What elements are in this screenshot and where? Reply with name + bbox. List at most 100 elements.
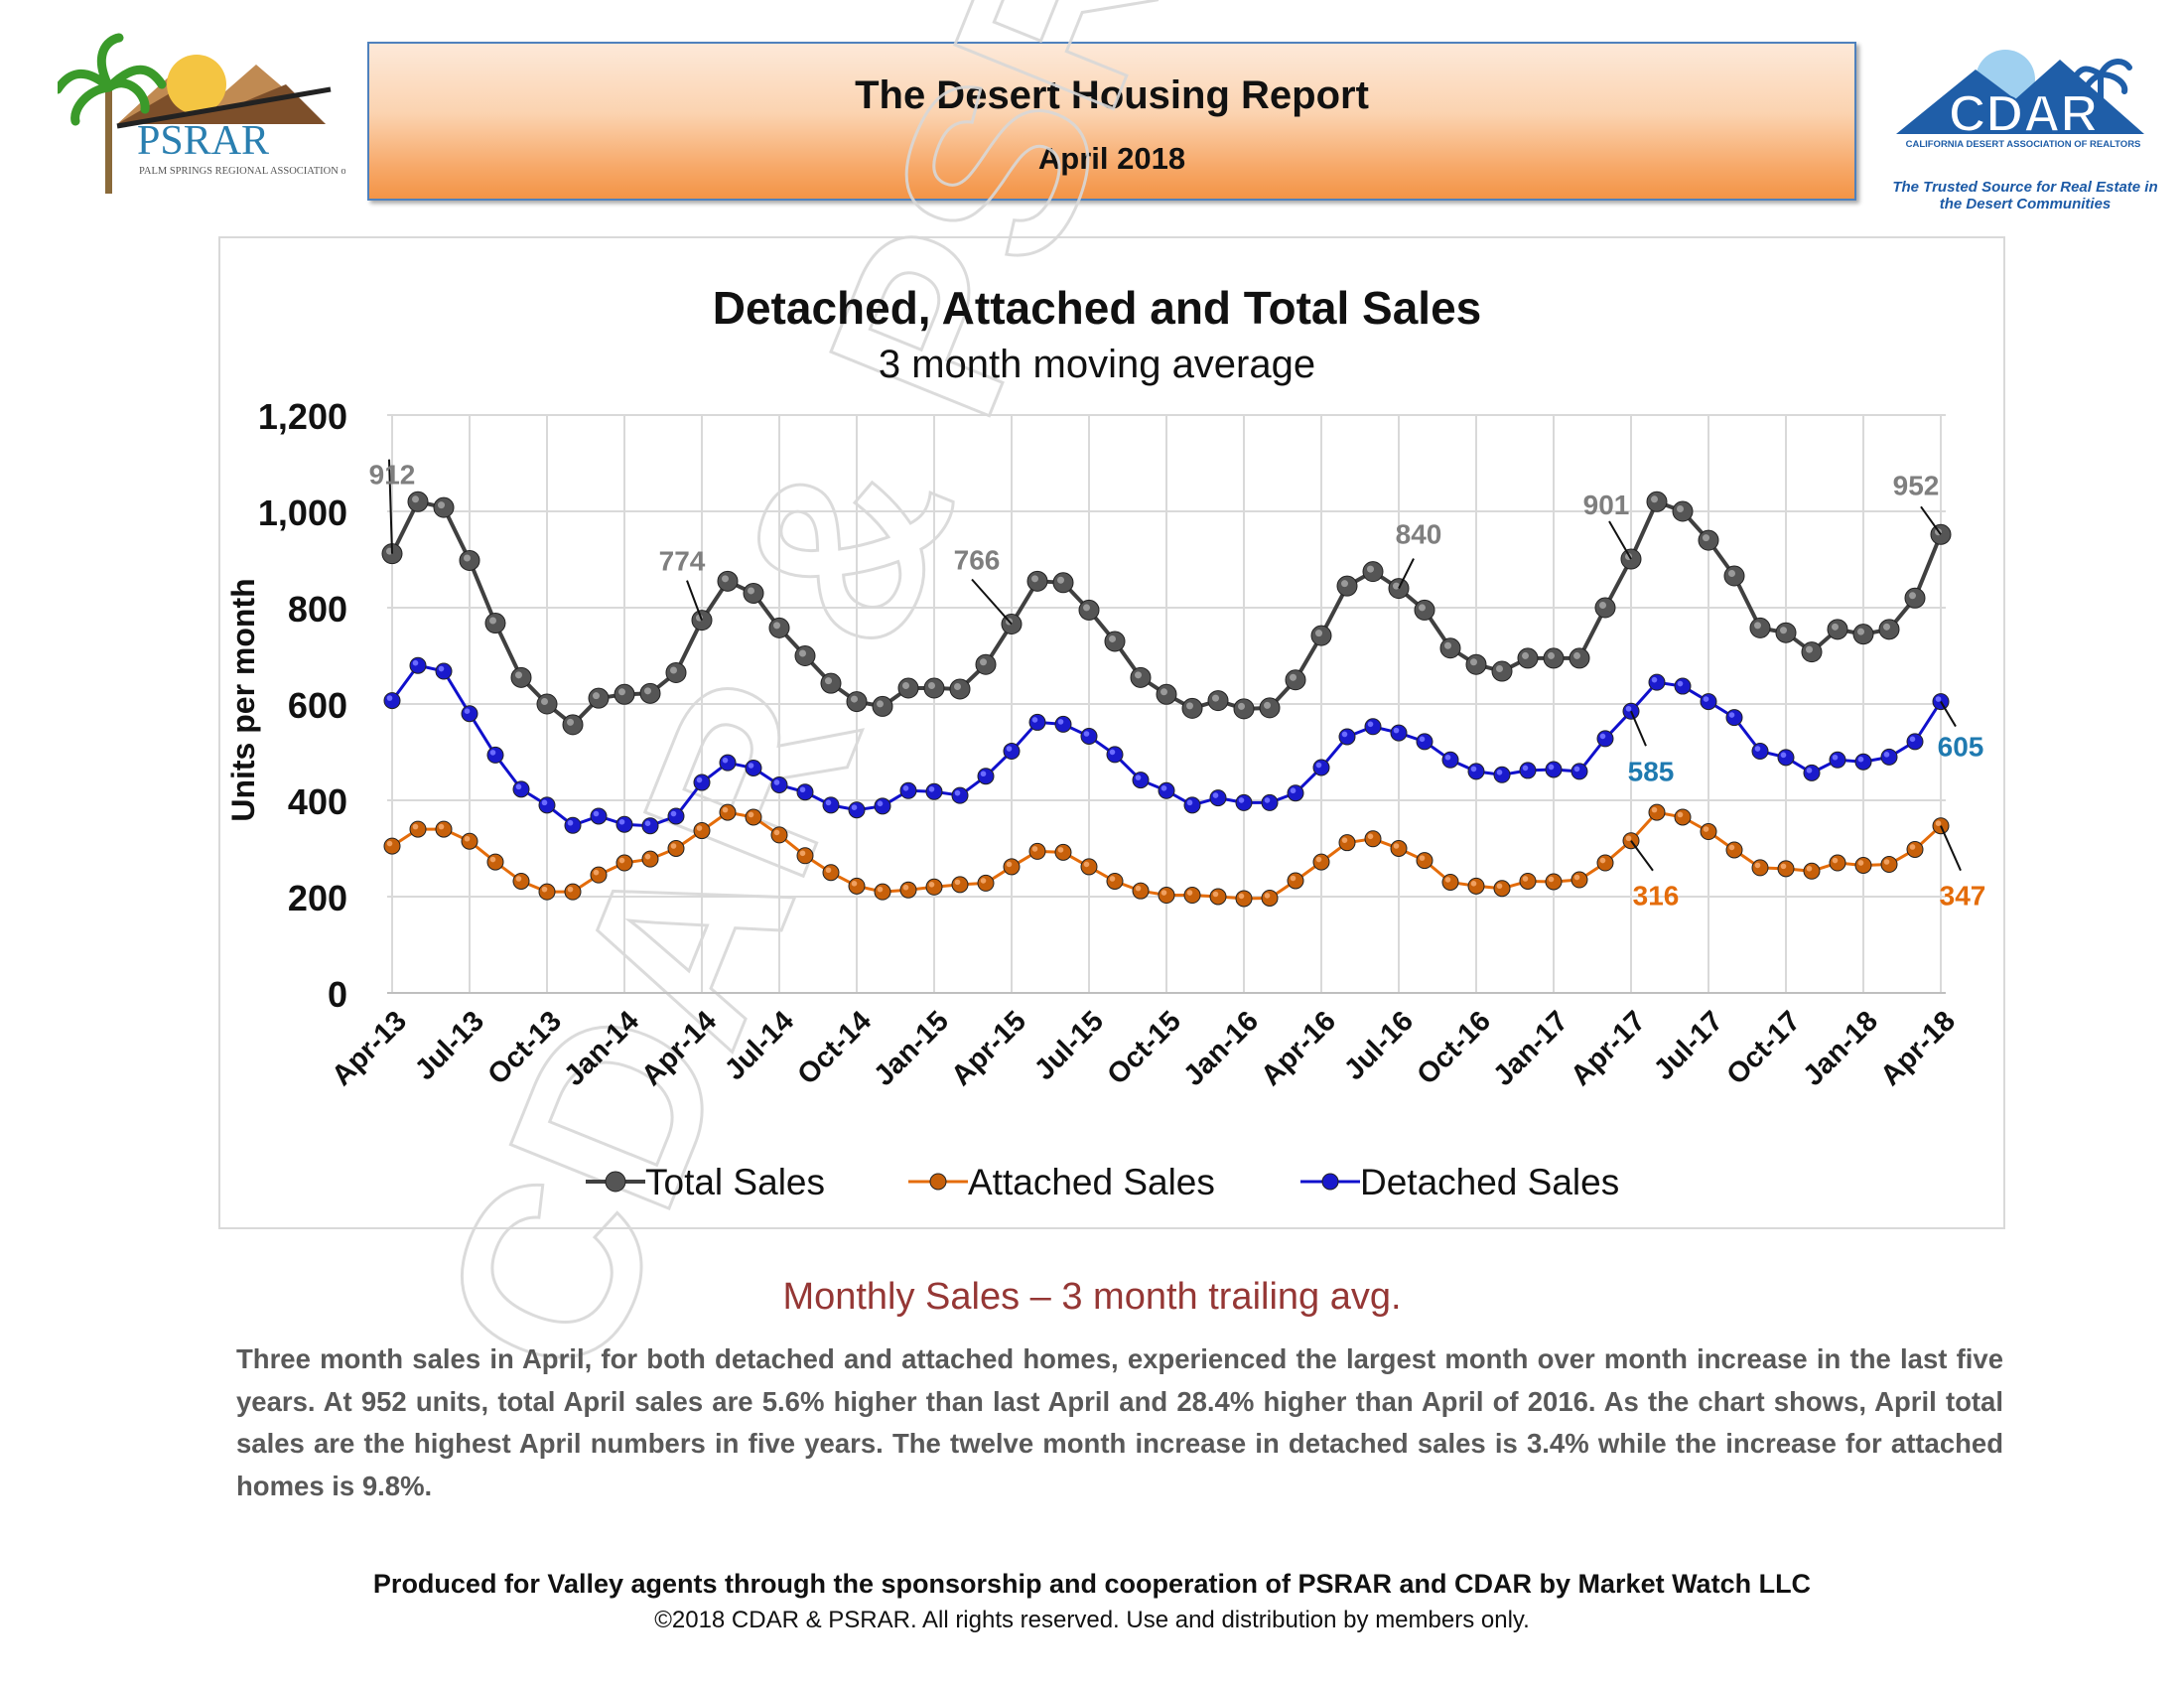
data-point-highlight xyxy=(618,688,625,696)
data-point xyxy=(1158,781,1175,799)
data-point-highlight xyxy=(438,665,445,672)
data-point-highlight xyxy=(1393,843,1400,849)
data-point-highlight xyxy=(799,850,806,857)
data-point-highlight xyxy=(1419,855,1426,861)
data-point-highlight xyxy=(928,785,935,792)
data-point xyxy=(1777,860,1795,878)
data-point-highlight xyxy=(902,681,909,689)
data-point xyxy=(1390,840,1408,857)
data-point-highlight xyxy=(670,810,677,817)
data-point-highlight xyxy=(1444,641,1451,649)
data-point xyxy=(1183,796,1201,814)
x-tick-label: Apr-16 xyxy=(1255,1005,1342,1092)
annotation-label: 347 xyxy=(1940,881,1986,912)
data-point-highlight xyxy=(825,867,832,874)
data-point-highlight xyxy=(722,757,729,764)
data-point xyxy=(1181,697,1203,719)
data-point-highlight xyxy=(1264,701,1271,709)
data-point xyxy=(590,866,608,884)
data-point-highlight xyxy=(1083,861,1090,868)
data-point-highlight xyxy=(593,810,600,817)
data-point-highlight xyxy=(1290,787,1297,794)
data-point xyxy=(1235,890,1253,908)
series-detached-sales xyxy=(383,656,1950,835)
data-point-highlight xyxy=(1522,876,1529,882)
data-point xyxy=(1130,666,1152,688)
data-point-highlight xyxy=(799,649,806,657)
data-point-highlight xyxy=(1599,602,1606,609)
data-point xyxy=(1207,690,1229,712)
data-point-highlight xyxy=(1367,721,1374,728)
chart-caption: Monthly Sales – 3 month trailing avg. xyxy=(782,1276,1402,1318)
data-point-highlight xyxy=(1341,580,1348,588)
data-point-highlight xyxy=(1264,797,1271,803)
data-point-highlight xyxy=(1548,764,1555,771)
data-point-highlight xyxy=(1677,680,1684,687)
data-point xyxy=(1803,862,1821,880)
data-point xyxy=(1106,872,1124,890)
data-point-highlight xyxy=(1599,733,1606,740)
legend-label: Total Sales xyxy=(645,1162,825,1202)
data-point-highlight xyxy=(618,818,625,825)
data-point xyxy=(1078,599,1100,621)
data-point xyxy=(1026,570,1048,592)
data-point xyxy=(923,677,945,699)
annotation-leader xyxy=(971,578,1013,626)
data-point xyxy=(1209,789,1227,807)
report-title: The Desert Housing Report xyxy=(855,73,1369,117)
series-attached-sales xyxy=(383,803,1950,908)
data-point xyxy=(1725,709,1743,727)
data-point-highlight xyxy=(1160,890,1167,896)
data-point-highlight xyxy=(1212,891,1219,898)
data-point-highlight xyxy=(980,658,987,666)
annotation-leader xyxy=(1608,520,1632,560)
data-point-highlight xyxy=(1109,634,1116,642)
data-point xyxy=(1749,617,1771,638)
x-tick-label: Apr-15 xyxy=(945,1005,1032,1092)
data-point xyxy=(614,683,635,705)
data-point xyxy=(1416,852,1433,870)
data-point-highlight xyxy=(1754,622,1761,630)
data-point xyxy=(846,691,868,713)
data-point xyxy=(1775,622,1797,643)
data-point xyxy=(794,645,816,666)
data-point-highlight xyxy=(489,856,496,863)
data-point-highlight xyxy=(1264,893,1271,899)
report-header: The Desert Housing Report April 2018 xyxy=(367,42,1856,201)
data-point xyxy=(1287,872,1304,890)
data-point xyxy=(461,705,478,723)
x-tick-label: Jul-16 xyxy=(1338,1005,1420,1086)
data-point xyxy=(1003,743,1021,761)
data-point-highlight xyxy=(1135,671,1142,679)
data-point-highlight xyxy=(1703,826,1709,832)
y-tick-label: 0 xyxy=(328,974,347,1015)
annotation-leader xyxy=(686,580,703,621)
data-point-highlight xyxy=(825,677,832,685)
x-tick-label: Jul-15 xyxy=(1028,1005,1110,1086)
data-point xyxy=(1233,698,1255,720)
data-point xyxy=(435,662,453,680)
data-point-highlight xyxy=(1290,673,1297,681)
data-point-highlight xyxy=(1651,495,1658,503)
data-point xyxy=(1646,491,1668,512)
data-point-highlight xyxy=(464,708,471,714)
y-axis-label: Units per month xyxy=(225,578,261,821)
data-point-highlight xyxy=(1186,702,1193,710)
data-point xyxy=(564,816,582,834)
data-point-highlight xyxy=(489,750,496,756)
annotation-label: 952 xyxy=(1893,470,1940,500)
data-point xyxy=(1132,882,1150,900)
data-point xyxy=(1751,859,1769,877)
cdar-logo: CDAR CALIFORNIA DESERT ASSOCIATION OF RE… xyxy=(1896,50,2144,150)
data-point xyxy=(1285,669,1306,691)
data-point-highlight xyxy=(1444,877,1451,883)
data-point-highlight xyxy=(980,878,987,884)
data-point xyxy=(538,796,556,814)
x-tick-label: Apr-13 xyxy=(326,1005,413,1092)
data-point-highlight xyxy=(1909,592,1916,600)
data-point-highlight xyxy=(1728,844,1735,851)
data-point xyxy=(1287,784,1304,802)
data-point xyxy=(1467,877,1485,895)
data-point-highlight xyxy=(1367,833,1374,840)
legend-label: Attached Sales xyxy=(968,1162,1215,1202)
